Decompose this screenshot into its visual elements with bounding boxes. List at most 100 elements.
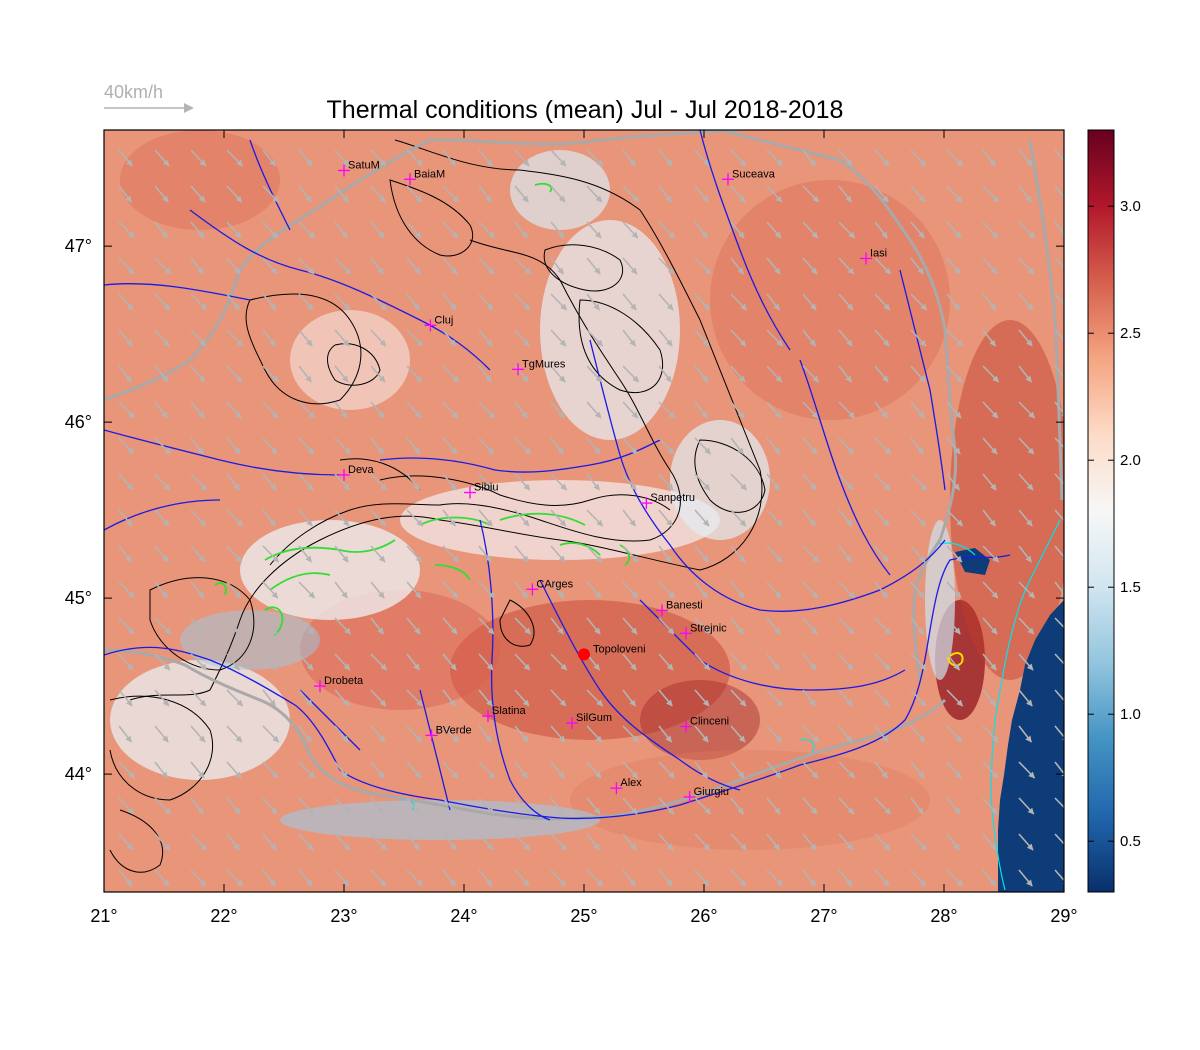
wind-arrow [946, 725, 963, 743]
wind-arrow [262, 797, 278, 815]
wind-arrow [622, 581, 639, 599]
wind-arrow [874, 761, 889, 779]
wind-arrow [550, 365, 566, 383]
wind-arrow [370, 653, 388, 671]
wind-arrow [190, 509, 207, 527]
wind-arrow [730, 581, 745, 599]
wind-arrow [226, 473, 241, 491]
wind-arrow [946, 509, 964, 527]
wind-arrow [262, 257, 278, 275]
wind-arrow [226, 653, 241, 671]
wind-arrow [910, 401, 925, 419]
wind-arrow [334, 365, 349, 383]
wind-arrow [478, 437, 495, 455]
wind-arrow [982, 833, 997, 851]
wind-arrow [694, 185, 709, 203]
city-marker: Clinceni [680, 716, 729, 733]
wind-arrow [442, 653, 457, 671]
colorbar-tick-label: 2.5 [1120, 325, 1141, 342]
wind-arrow [550, 293, 568, 311]
wind-arrow [1018, 149, 1033, 167]
city-label: Clinceni [690, 716, 729, 728]
wind-arrow [910, 725, 926, 743]
wind-arrow [262, 401, 279, 419]
wind-arrow [370, 797, 385, 815]
city-label: Slatina [492, 705, 527, 717]
wind-arrow [694, 401, 709, 419]
wind-arrow [730, 473, 748, 491]
wind-arrow [910, 581, 925, 599]
wind-arrow [154, 869, 170, 887]
wind-arrow [910, 365, 926, 383]
wind-arrow [370, 509, 387, 527]
wind-arrow [262, 545, 280, 563]
wind-arrow [730, 833, 748, 851]
city-marker: BaiaM [404, 168, 445, 186]
wind-arrow [442, 689, 457, 707]
wind-arrow [514, 545, 529, 563]
wind-arrow [154, 221, 169, 239]
wind-arrow [370, 761, 385, 779]
wind-arrow [838, 797, 855, 815]
wind-arrow [298, 689, 313, 707]
wind-arrow [406, 473, 421, 491]
wind-arrow [478, 545, 493, 563]
wind-arrow [118, 797, 135, 815]
highlight-station-label: Topoloveni [593, 643, 646, 655]
wind-arrow [874, 437, 892, 455]
wind-arrow [514, 473, 531, 491]
city-label: Iasi [870, 247, 887, 259]
wind-arrow [514, 689, 530, 707]
wind-arrow [802, 869, 817, 887]
wind-arrow [766, 221, 782, 239]
wind-arrow [946, 581, 962, 599]
wind-arrow [118, 329, 133, 347]
wind-arrow [730, 365, 746, 383]
wind-arrow [982, 257, 998, 275]
wind-arrow [586, 833, 601, 851]
wind-arrow [730, 401, 745, 419]
wind-arrow [226, 869, 244, 887]
heat-patch [510, 150, 610, 230]
wind-arrow [550, 581, 565, 599]
city-label: Sanpetru [650, 492, 695, 504]
wind-arrow [190, 401, 205, 419]
wind-arrow [694, 221, 709, 239]
wind-arrow [874, 365, 889, 383]
wind-arrow [262, 653, 277, 671]
city-label: BVerde [436, 724, 472, 736]
wind-arrow [622, 293, 637, 311]
wind-arrow [118, 257, 135, 275]
wind-arrow [982, 401, 999, 419]
wind-arrow [226, 365, 243, 383]
wind-arrow [190, 689, 207, 707]
wind-arrow [622, 185, 640, 203]
wind-arrow [586, 509, 604, 527]
wind-arrow [658, 545, 673, 563]
wind-arrow [1018, 329, 1033, 347]
high-elevation-contours [214, 182, 631, 636]
wind-arrow [406, 149, 424, 167]
wind-arrow [442, 365, 460, 383]
wind-arrow [946, 689, 964, 707]
wind-arrow [694, 581, 709, 599]
wind-arrow [766, 545, 783, 563]
wind-arrow [730, 509, 747, 527]
wind-arrow [1018, 293, 1034, 311]
wind-arrow [694, 797, 712, 815]
wind-arrow [334, 725, 349, 743]
wind-arrow [514, 725, 529, 743]
city-marker: Sanpetru [640, 492, 695, 510]
wind-arrow [622, 653, 637, 671]
wind-arrow [226, 221, 242, 239]
wind-arrow [478, 473, 494, 491]
wind-arrow [946, 293, 961, 311]
wind-arrow [946, 473, 961, 491]
city-label: Suceava [732, 168, 776, 180]
wind-arrow [190, 725, 206, 743]
wind-arrow [838, 545, 853, 563]
wind-arrow [658, 653, 674, 671]
wind-arrow [1018, 257, 1035, 275]
city-marker: CArges [526, 578, 574, 596]
wind-arrow [370, 473, 388, 491]
